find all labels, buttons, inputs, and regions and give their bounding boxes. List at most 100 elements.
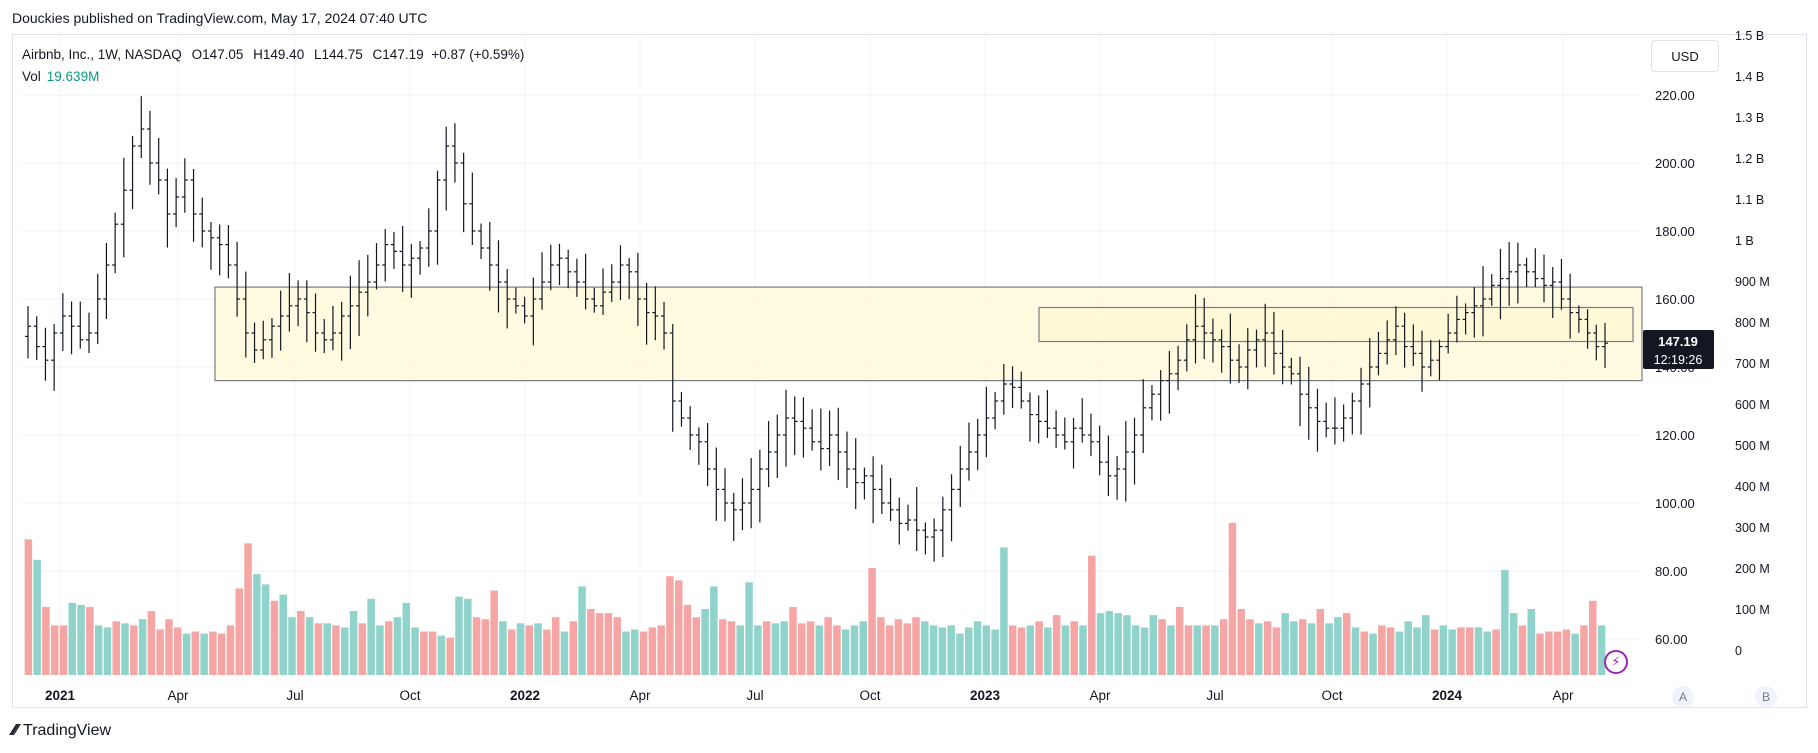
ohlc-bar (1593, 324, 1600, 361)
ohlc-bar (1532, 248, 1539, 288)
volume-tick-label: 200 M (1735, 562, 1770, 576)
ohlc-bar (774, 414, 781, 478)
ohlc-bar (51, 324, 58, 391)
volume-bar (288, 617, 296, 675)
volume-bar (1430, 629, 1439, 675)
ohlc-bar (1148, 385, 1155, 421)
currency-button[interactable]: USD (1651, 40, 1719, 72)
volume-bar (929, 625, 938, 675)
tradingview-logo[interactable]: ⁄⁄⁄ TradingView (12, 722, 111, 740)
volume-bar (973, 621, 982, 675)
volume-bar (68, 602, 77, 675)
volume-bar (1536, 633, 1544, 675)
volume-bar (1202, 625, 1210, 675)
ohlc-bar (460, 152, 467, 233)
auto-scale-button[interactable]: A (1672, 686, 1694, 708)
ohlc-bar (417, 241, 424, 275)
ohlc-bar (164, 168, 171, 248)
ohlc-bar (1026, 392, 1033, 442)
ohlc-bar (512, 287, 519, 314)
volume-bar (762, 621, 771, 675)
volume-bar (1175, 606, 1184, 675)
volume-value: 19.639M (46, 69, 100, 84)
volume-bar (578, 586, 586, 675)
volume-bar (595, 613, 604, 675)
ohlc-bar (931, 518, 938, 562)
ohlc-bar (1279, 330, 1286, 385)
ohlc-bar (1410, 324, 1417, 367)
volume-bar (1457, 627, 1465, 675)
volume-tick-label: 500 M (1735, 439, 1770, 453)
volume-tick-label: 1 B (1735, 234, 1754, 248)
ohlc-bar (25, 306, 31, 359)
volume-bar (42, 606, 50, 675)
volume-bar (1184, 625, 1193, 675)
volume-bar (253, 574, 261, 675)
volume-tick-label: 1.2 B (1735, 152, 1764, 166)
bar-countdown: 12:19:26 (1654, 353, 1703, 367)
volume-bar (736, 625, 744, 675)
volume-bar (1255, 623, 1263, 675)
ohlc-bar (600, 268, 607, 315)
ohlc-bar (556, 243, 563, 286)
volume-tick-label: 900 M (1735, 275, 1770, 289)
ohlc-bar (1053, 410, 1060, 448)
ohlc-bar (1305, 366, 1312, 440)
ohlc-bar (634, 252, 641, 326)
volume-bar (868, 568, 876, 675)
volume-bar (613, 617, 621, 675)
ohlc-bar (800, 397, 807, 458)
ohlc-bar (399, 225, 406, 292)
ohlc-bar (42, 327, 49, 381)
ohlc-bar (1114, 455, 1121, 500)
ohlc-bar (1349, 392, 1356, 435)
volume-bar (604, 613, 613, 675)
ohlc-bar (1497, 248, 1504, 320)
volume-bar (59, 625, 68, 675)
volume-bar (1088, 555, 1096, 675)
low-label: L (313, 47, 322, 62)
volume-bar (965, 627, 973, 675)
volume-bar (666, 576, 674, 675)
symbol-title[interactable]: Airbnb, Inc., 1W, NASDAQ (22, 47, 182, 62)
ohlc-bar (1436, 339, 1443, 381)
volume-bar (754, 625, 762, 675)
ohlc-bar (68, 301, 75, 355)
volume-label[interactable]: Vol (22, 69, 41, 84)
lightning-icon[interactable]: ⚡ (1604, 650, 1628, 674)
volume-bar (270, 600, 279, 675)
ohlc-bar (347, 275, 354, 350)
ohlc-bar (1445, 313, 1452, 354)
volume-tick-label: 1.3 B (1735, 111, 1764, 125)
volume-bar (1395, 631, 1404, 675)
ohlc-bar (948, 474, 955, 542)
ohlc-bar (1558, 258, 1565, 310)
volume-tick-label: 1.5 B (1735, 29, 1764, 43)
volume-bar (191, 631, 200, 675)
volume-bar (314, 623, 323, 675)
volume-bar (947, 625, 955, 675)
ohlc-bar (809, 409, 816, 451)
volume-bar (674, 580, 683, 675)
volume-bar (1439, 625, 1448, 675)
ohlc-bar (678, 391, 685, 427)
volume-bar (516, 623, 525, 675)
volume-bar (50, 625, 59, 675)
time-tick-label: Apr (1089, 688, 1111, 703)
scale-b-button[interactable]: B (1755, 686, 1777, 708)
ohlc-bar (713, 447, 720, 521)
volume-bar (833, 625, 841, 675)
volume-bar (859, 621, 868, 675)
volume-bar (824, 617, 832, 675)
time-tick-label: Apr (1552, 688, 1574, 703)
price-tick-label: 220.00 (1655, 88, 1695, 103)
ohlc-bar (1070, 417, 1077, 469)
volume-bar (1553, 631, 1562, 675)
ohlc-bar (77, 301, 84, 349)
price-tick-label: 60.00 (1655, 632, 1688, 647)
volume-bar (1228, 522, 1237, 675)
high-value: 149.40 (262, 47, 305, 62)
volume-bar (305, 617, 314, 675)
price-tick-label: 120.00 (1655, 428, 1695, 443)
